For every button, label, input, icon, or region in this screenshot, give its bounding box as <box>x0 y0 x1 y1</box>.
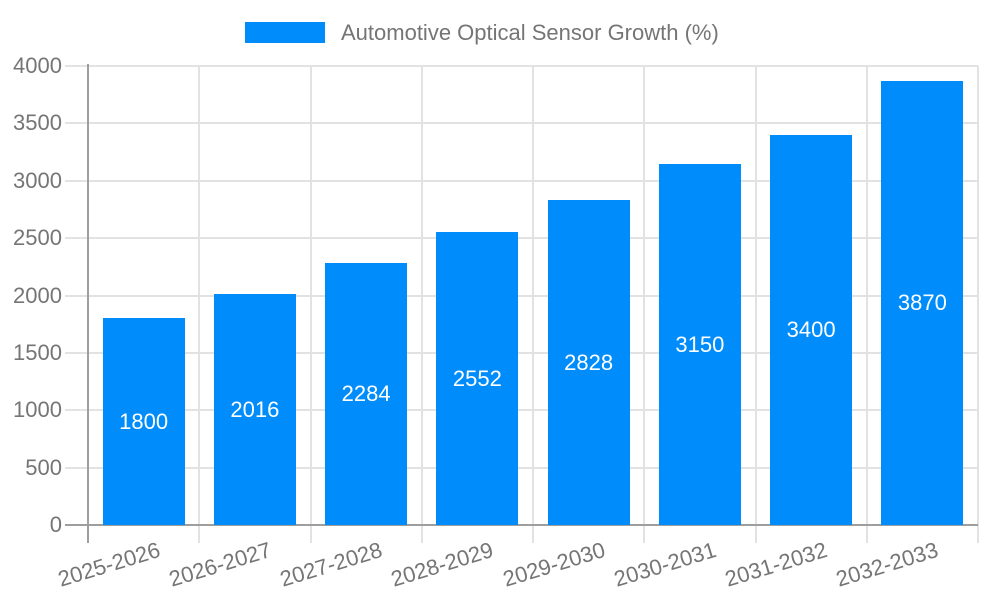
bar[interactable] <box>770 135 853 525</box>
x-tick-mark <box>977 525 979 543</box>
y-axis-tick-label: 3000 <box>13 167 62 193</box>
legend-swatch-icon <box>245 22 325 43</box>
x-tick-mark <box>643 525 646 543</box>
x-gridline <box>198 66 201 525</box>
y-axis-tick-label: 2500 <box>13 225 62 251</box>
bar-value-label: 3150 <box>675 331 725 357</box>
y-axis-tick-label: 2000 <box>13 282 62 308</box>
x-tick-mark <box>420 525 423 543</box>
bar-value-label: 2552 <box>452 365 502 391</box>
legend-label: Automotive Optical Sensor Growth (%) <box>341 20 719 45</box>
y-axis-tick-label: 1000 <box>13 397 62 423</box>
x-tick-mark <box>865 525 868 543</box>
y-tick-mark <box>65 294 88 297</box>
x-gridline <box>643 66 646 525</box>
bar-value-label: 2016 <box>230 396 280 422</box>
x-tick-mark <box>532 525 534 543</box>
x-gridline <box>532 66 534 525</box>
y-tick-mark <box>65 65 88 67</box>
y-tick-mark <box>65 409 88 412</box>
x-tick-mark <box>754 525 757 543</box>
x-gridline <box>420 66 423 525</box>
x-tick-mark <box>198 525 201 543</box>
bar[interactable] <box>658 164 741 525</box>
x-gridline <box>309 66 312 525</box>
legend: Automotive Optical Sensor Growth (%) <box>245 20 719 45</box>
bar[interactable] <box>325 263 408 525</box>
y-axis-tick-label: 1500 <box>13 339 62 365</box>
y-axis-tick-label: 500 <box>25 454 62 480</box>
bar-value-label: 2828 <box>564 349 614 375</box>
y-tick-mark <box>65 179 88 182</box>
x-axis-baseline <box>65 524 978 526</box>
bar-value-label: 3400 <box>786 317 836 342</box>
bar[interactable] <box>436 232 519 525</box>
y-tick-mark <box>65 237 88 240</box>
x-gridline <box>977 66 979 525</box>
x-gridline <box>754 66 757 525</box>
y-tick-mark <box>65 122 88 125</box>
bar-value-label: 1800 <box>119 408 169 434</box>
bar[interactable] <box>547 200 630 525</box>
y-axis-tick-label: 4000 <box>13 53 62 78</box>
bar[interactable] <box>102 318 185 525</box>
y-tick-mark <box>65 351 88 354</box>
bar-value-label: 3870 <box>897 290 947 315</box>
bar[interactable] <box>213 294 296 525</box>
y-axis-tick-label: 0 <box>49 512 62 537</box>
y-axis-line <box>87 64 89 543</box>
bar-value-label: 2284 <box>341 381 391 406</box>
bar[interactable] <box>881 81 964 525</box>
x-tick-mark <box>309 525 312 543</box>
y-tick-mark <box>65 466 88 469</box>
x-gridline <box>865 66 868 525</box>
y-axis-tick-label: 3500 <box>13 110 62 136</box>
